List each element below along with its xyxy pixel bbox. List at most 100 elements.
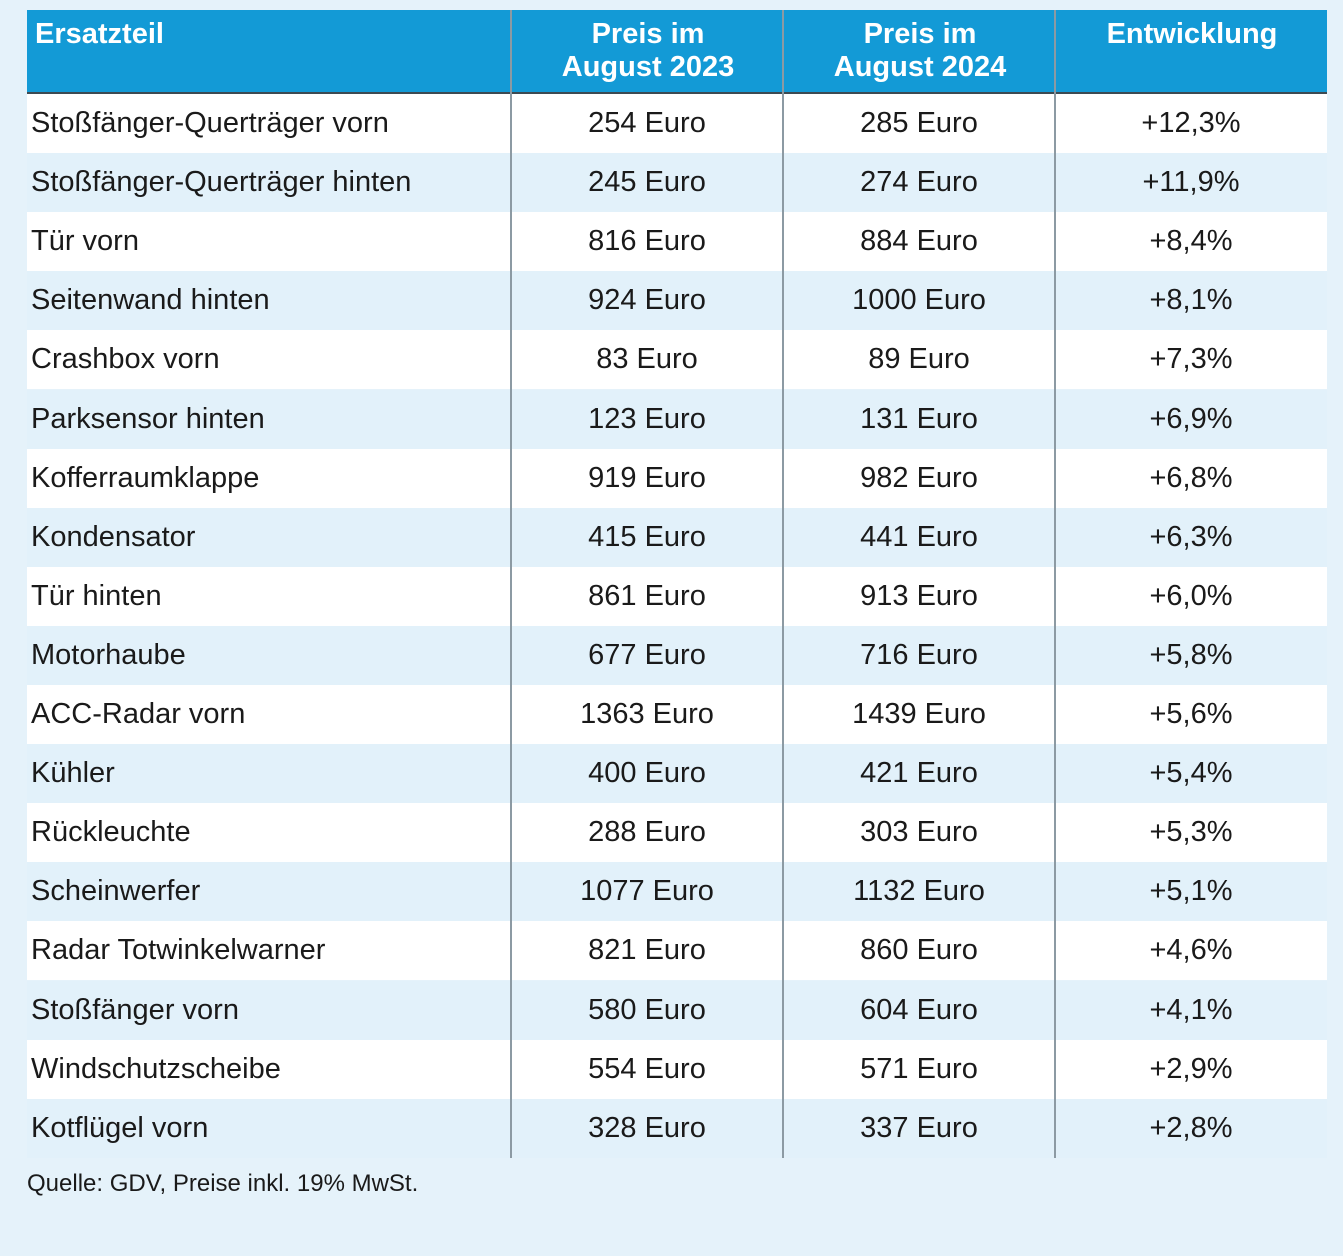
table-row [27, 507, 1327, 567]
table-cell: Parksensor hinten [31, 402, 265, 435]
table-cell: 604 Euro [860, 993, 978, 1026]
table-cell: 1077 Euro [580, 875, 714, 908]
table-row [27, 803, 1327, 863]
table-row [27, 980, 1327, 1040]
table-cell: Kofferraumklappe [31, 461, 260, 494]
table-cell: +6,3% [1149, 520, 1233, 553]
table-cell: 400 Euro [588, 757, 706, 790]
column-divider [510, 10, 512, 1158]
table-cell: Stoßfänger vorn [31, 993, 239, 1026]
table-cell: 415 Euro [588, 520, 706, 553]
table-cell: Rückleuchte [31, 816, 191, 849]
table-cell: +6,0% [1149, 579, 1233, 612]
table-cell: +8,1% [1149, 284, 1233, 317]
header-cell: Entwicklung [1106, 18, 1278, 50]
table-row [27, 330, 1327, 390]
table-cell: Motorhaube [31, 638, 186, 671]
table-cell: Kotflügel vorn [31, 1111, 209, 1144]
table-cell: +6,9% [1149, 402, 1233, 435]
table-cell: 554 Euro [588, 1052, 706, 1085]
table-cell: +5,4% [1149, 757, 1233, 790]
table-row [27, 566, 1327, 626]
table-cell: Windschutzscheibe [31, 1052, 281, 1085]
table-row [27, 1039, 1327, 1099]
table-cell: 441 Euro [860, 520, 978, 553]
table-cell: 913 Euro [860, 579, 978, 612]
table-cell: +5,3% [1149, 816, 1233, 849]
source-note: Quelle: GDV, Preise inkl. 19% MwSt. [27, 1170, 419, 1197]
table-cell: 254 Euro [588, 107, 706, 140]
table-cell: 303 Euro [860, 816, 978, 849]
table-row [27, 685, 1327, 745]
header-cell: Preis im August 2024 [833, 18, 1007, 83]
header-cell: Ersatzteil [35, 18, 164, 50]
header-bar [27, 10, 1327, 93]
table-row [27, 1098, 1327, 1158]
table-cell: +11,9% [1142, 166, 1240, 199]
table-cell: 274 Euro [860, 166, 978, 199]
column-divider [1054, 10, 1056, 1158]
table-cell: Seitenwand hinten [31, 284, 270, 317]
table-row [27, 744, 1327, 804]
table-cell: +2,8% [1149, 1111, 1233, 1144]
table-row [27, 448, 1327, 508]
table-cell: 1363 Euro [580, 698, 714, 731]
table-cell: 1439 Euro [852, 698, 986, 731]
table-cell: +4,6% [1149, 934, 1233, 967]
table-cell: 1000 Euro [852, 284, 986, 317]
table-cell: +5,6% [1149, 698, 1233, 731]
table-cell: 821 Euro [588, 934, 706, 967]
table-cell: 982 Euro [860, 461, 978, 494]
table-row [27, 921, 1327, 981]
table-cell: 337 Euro [860, 1111, 978, 1144]
table-cell: 924 Euro [588, 284, 706, 317]
table-cell: Radar Totwinkelwarner [31, 934, 326, 967]
table-cell: 245 Euro [588, 166, 706, 199]
table-row [27, 625, 1327, 685]
table-cell: Crashbox vorn [31, 343, 220, 376]
table-row [27, 862, 1327, 922]
table-cell: Stoßfänger-Querträger vorn [31, 107, 389, 140]
header-cell: Preis im August 2023 [561, 18, 735, 83]
table-cell: 131 Euro [860, 402, 978, 435]
table-cell: +7,3% [1149, 343, 1233, 376]
table-cell: +2,9% [1149, 1052, 1233, 1085]
table-cell: 884 Euro [860, 225, 978, 258]
table-cell: Stoßfänger-Querträger hinten [31, 166, 412, 199]
table-cell: ACC-Radar vorn [31, 698, 246, 731]
table-cell: 421 Euro [860, 757, 978, 790]
table-cell: Tür vorn [31, 225, 139, 258]
table-cell: 285 Euro [860, 107, 978, 140]
table-cell: 860 Euro [860, 934, 978, 967]
table-row [27, 389, 1327, 449]
table-cell: 89 Euro [868, 343, 970, 376]
table-row [27, 94, 1327, 154]
table-cell: Kondensator [31, 520, 196, 553]
table-cell: +8,4% [1149, 225, 1233, 258]
table-cell: 716 Euro [860, 638, 978, 671]
table-row [27, 153, 1327, 213]
table-cell: +6,8% [1149, 461, 1233, 494]
table-cell: 123 Euro [588, 402, 706, 435]
table-cell: 571 Euro [860, 1052, 978, 1085]
table-cell: 1132 Euro [853, 875, 985, 908]
table-cell: 816 Euro [588, 225, 706, 258]
table-cell: 580 Euro [588, 993, 706, 1026]
table-cell: +4,1% [1149, 993, 1233, 1026]
header-rule [27, 92, 1327, 95]
table-cell: Kühler [31, 757, 115, 790]
table-cell: 919 Euro [588, 461, 706, 494]
column-divider [782, 10, 784, 1158]
table-cell: 83 Euro [596, 343, 698, 376]
table-cell: Scheinwerfer [31, 875, 201, 908]
table-row [27, 271, 1327, 331]
table-cell: 861 Euro [588, 579, 706, 612]
table-cell: 328 Euro [588, 1111, 706, 1144]
table-cell: +5,8% [1149, 638, 1233, 671]
table-cell: +12,3% [1141, 107, 1241, 140]
table-cell: +5,1% [1149, 875, 1233, 908]
table-cell: 288 Euro [588, 816, 706, 849]
table-cell: 677 Euro [588, 638, 706, 671]
table-row [27, 212, 1327, 272]
